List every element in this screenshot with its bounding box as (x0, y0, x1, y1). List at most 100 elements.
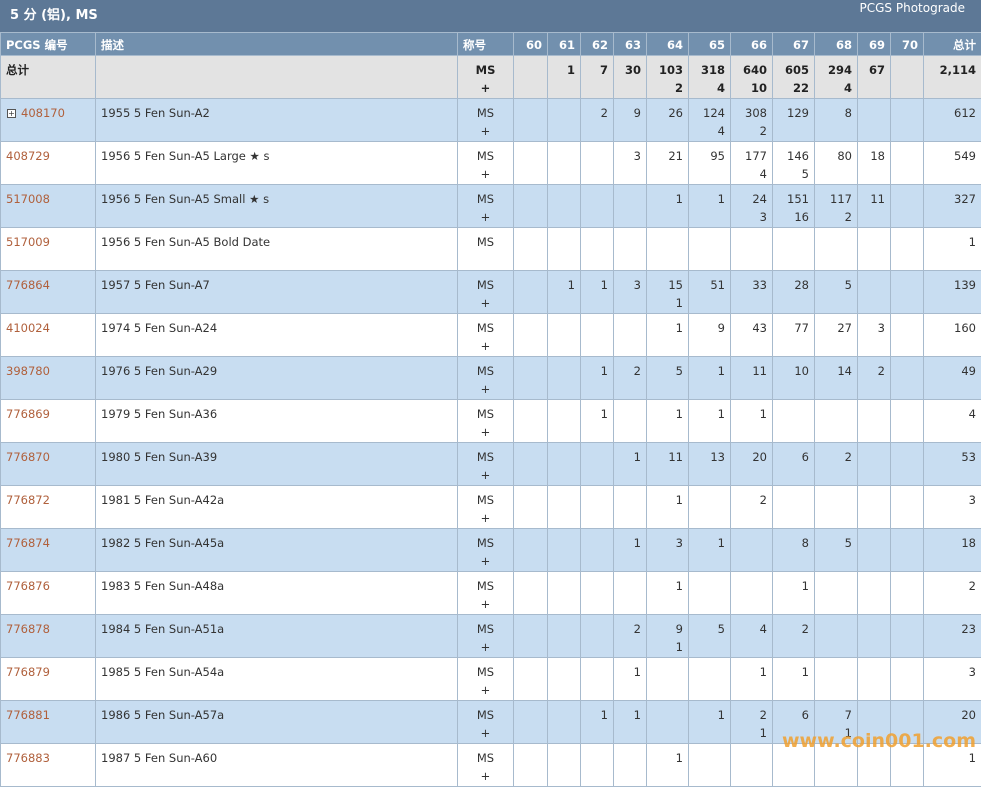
column-header: 61 (548, 33, 581, 56)
row-total: 49 (961, 364, 976, 378)
pcgs-id[interactable]: 776876 (6, 579, 50, 593)
grade-cell (891, 615, 924, 658)
grade-count: 15 (652, 276, 683, 294)
pcgs-id[interactable]: 398780 (6, 364, 50, 378)
grade-count: 3 (863, 319, 885, 337)
id-cell: 776878 (1, 615, 96, 658)
description: 1957 5 Fen Sun-A7 (101, 278, 210, 292)
grade-cell: 14 (815, 357, 858, 400)
pcgs-id[interactable]: 776870 (6, 450, 50, 464)
grade-count: 9 (694, 319, 725, 337)
pcgs-id[interactable]: 408170 (21, 106, 65, 120)
total-cell: 4 (924, 400, 981, 443)
grade-count: 4 (694, 79, 725, 97)
grade-count: 2 (619, 620, 641, 638)
grade-cell: 1 (647, 185, 689, 228)
grade-cell (891, 400, 924, 443)
designation-cell: MS+ (458, 486, 514, 529)
grade-count: 1 (778, 577, 809, 595)
grade-cell (581, 443, 614, 486)
total-cell: 53 (924, 443, 981, 486)
pcgs-id[interactable]: 408729 (6, 149, 50, 163)
grade-cell: 1 (614, 443, 647, 486)
id-cell: 517008 (1, 185, 96, 228)
designation: MS (463, 276, 508, 294)
grade-cell: 13 (689, 443, 731, 486)
grade-cell (548, 572, 581, 615)
pcgs-id[interactable]: 517009 (6, 235, 50, 249)
designation: MS (463, 319, 508, 337)
row-total: 160 (954, 321, 976, 335)
grade-cell (773, 228, 815, 271)
grade-cell (858, 228, 891, 271)
desc-cell: 1976 5 Fen Sun-A29 (96, 357, 458, 400)
designation: + (463, 681, 508, 699)
row-total: 18 (961, 536, 976, 550)
grade-cell: 1 (581, 271, 614, 314)
description: 1956 5 Fen Sun-A5 Bold Date (101, 235, 270, 249)
description: 1984 5 Fen Sun-A51a (101, 622, 224, 636)
grade-cell: 18 (858, 142, 891, 185)
description: 1982 5 Fen Sun-A45a (101, 536, 224, 550)
description: 1987 5 Fen Sun-A60 (101, 751, 217, 765)
row-total: 3 (969, 665, 976, 679)
grade-count: 2 (652, 79, 683, 97)
designation-cell: MS+ (458, 529, 514, 572)
designation: + (463, 638, 508, 656)
grade-cell (514, 400, 548, 443)
pcgs-id[interactable]: 776878 (6, 622, 50, 636)
grade-cell: 6 (773, 443, 815, 486)
designation-cell: MS+ (458, 357, 514, 400)
grade-cell (689, 572, 731, 615)
grade-cell (891, 185, 924, 228)
grade-count: 1 (652, 294, 683, 312)
row-total: 549 (954, 149, 976, 163)
pcgs-id[interactable]: 410024 (6, 321, 50, 335)
pcgs-id[interactable]: 776872 (6, 493, 50, 507)
grade-cell (614, 744, 647, 787)
grade-count: 151 (778, 190, 809, 208)
pcgs-id[interactable]: 776883 (6, 751, 50, 765)
grade-count: 1 (586, 276, 608, 294)
designation-cell: MS+ (458, 400, 514, 443)
description: 1983 5 Fen Sun-A48a (101, 579, 224, 593)
grade-cell (514, 357, 548, 400)
grade-cell: 1 (647, 572, 689, 615)
designation: MS (463, 104, 508, 122)
column-header: 69 (858, 33, 891, 56)
grade-cell: 8 (773, 529, 815, 572)
grade-cell (858, 443, 891, 486)
grade-count: 1 (652, 749, 683, 767)
pcgs-id[interactable]: 776881 (6, 708, 50, 722)
pcgs-id[interactable]: 776879 (6, 665, 50, 679)
description: 1955 5 Fen Sun-A2 (101, 106, 210, 120)
grade-count: 14 (820, 362, 852, 380)
grade-cell (858, 99, 891, 142)
pcgs-id[interactable]: 776864 (6, 278, 50, 292)
pcgs-id[interactable]: 776874 (6, 536, 50, 550)
grade-count: 146 (778, 147, 809, 165)
grade-count: 2 (619, 362, 641, 380)
grade-cell: 1 (689, 400, 731, 443)
desc-cell: 1981 5 Fen Sun-A42a (96, 486, 458, 529)
grade-cell (815, 228, 858, 271)
pcgs-id[interactable]: 517008 (6, 192, 50, 206)
photograde-link[interactable]: PCGS Photograde (860, 1, 965, 15)
grade-count: 1 (619, 663, 641, 681)
designation: + (463, 79, 508, 97)
grade-count: 177 (736, 147, 767, 165)
expand-icon[interactable]: + (7, 109, 16, 118)
grade-cell: 2 (581, 99, 614, 142)
grade-cell: 1 (731, 658, 773, 701)
grade-cell: 4 (731, 615, 773, 658)
grade-cell (614, 572, 647, 615)
designation: + (463, 337, 508, 355)
grade-count: 117 (820, 190, 852, 208)
pcgs-id[interactable]: 776869 (6, 407, 50, 421)
